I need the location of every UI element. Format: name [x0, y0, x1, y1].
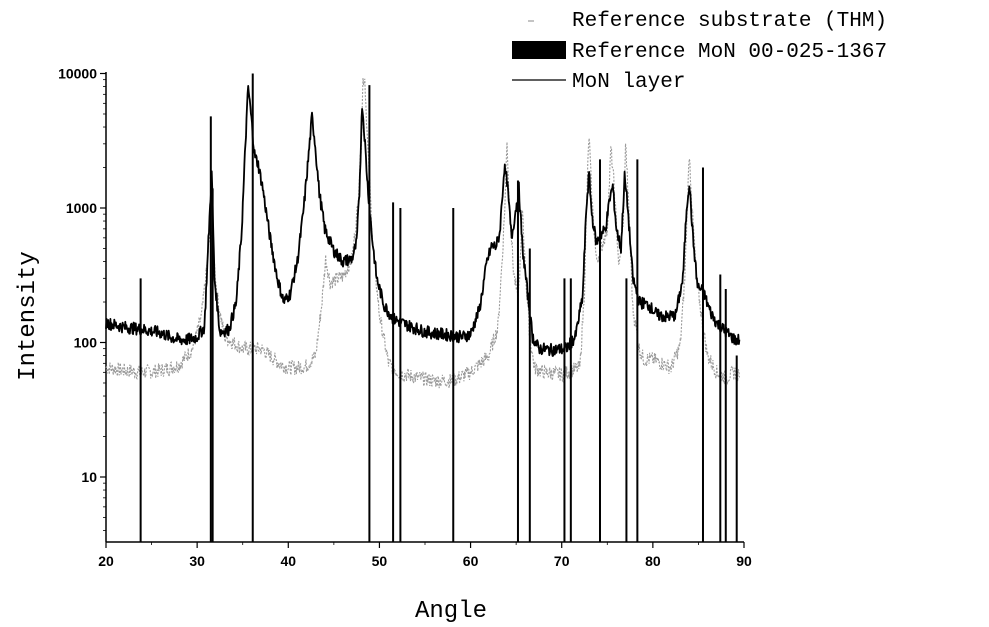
x-tick-label-40: 40: [280, 553, 296, 569]
x-axis-title: Angle: [415, 598, 487, 625]
x-tick-label-60: 60: [463, 553, 479, 569]
legend-label-reference-mon: Reference MoN 00-025-1367: [572, 41, 887, 64]
x-tick-label-20: 20: [98, 553, 114, 569]
legend: Reference substrate (THM) Reference MoN …: [512, 10, 887, 94]
legend-item-reference-mon: Reference MoN 00-025-1367: [512, 41, 887, 64]
series-line-reference-substrate: [106, 78, 739, 388]
x-tick-label-50: 50: [372, 553, 388, 569]
legend-label-substrate: Reference substrate (THM): [572, 10, 887, 33]
legend-item-mon-layer: MoN layer: [512, 71, 685, 94]
y-tick-label-1000: 1000: [66, 200, 97, 216]
legend-item-substrate: Reference substrate (THM): [528, 10, 887, 33]
x-tick-label-90: 90: [736, 553, 752, 569]
x-tick-label-30: 30: [189, 553, 205, 569]
series-reference-substrate: [106, 78, 739, 388]
x-tick-label-80: 80: [645, 553, 661, 569]
legend-label-mon-layer: MoN layer: [572, 71, 685, 94]
x-tick-label-70: 70: [554, 553, 570, 569]
y-tick-label-10: 10: [81, 469, 97, 485]
y-tick-label-100: 100: [74, 335, 98, 351]
legend-swatch-reference-mon: [512, 41, 566, 59]
y-tick-label-10000: 10000: [58, 66, 97, 82]
axis-ticks: 20 30 40 50 60 70 80 90 10 100 1000 10000: [58, 66, 752, 570]
y-axis-title: Intensity: [15, 251, 42, 381]
